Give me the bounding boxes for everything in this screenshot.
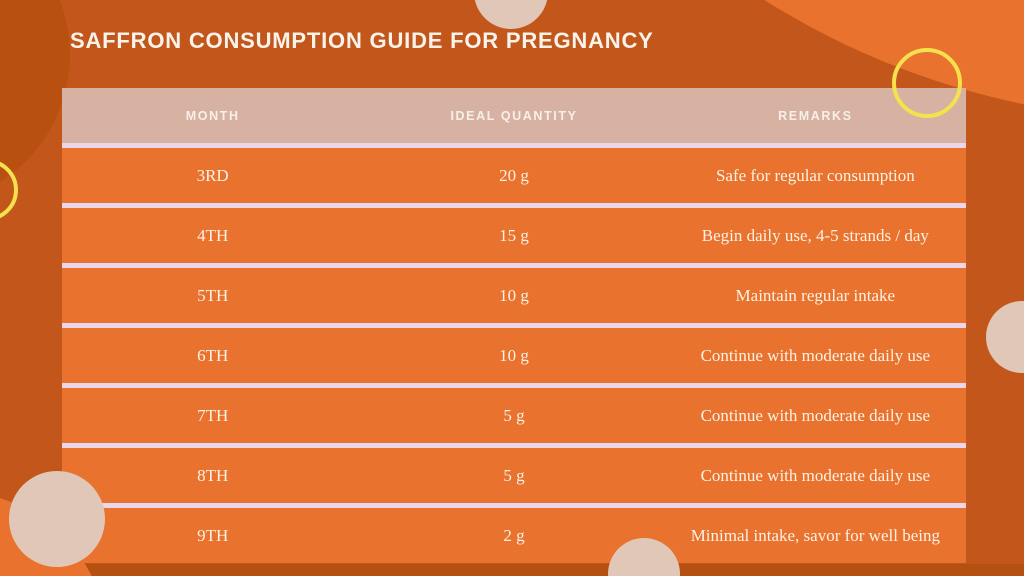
quantity-cell: 5 g: [503, 405, 525, 425]
remarks-cell: Begin daily use, 4-5 strands / day: [701, 225, 929, 245]
remarks-cell: Safe for regular consumption: [715, 165, 915, 185]
column-header-quantity: IDEAL QUANTITY: [450, 108, 578, 123]
table-row: 8TH 5 g Continue with moderate daily use: [62, 443, 966, 503]
table-row: 9TH 2 g Minimal intake, savor for well b…: [62, 503, 966, 563]
table-row: 6TH 10 g Continue with moderate daily us…: [62, 323, 966, 383]
dark-bottom-strip: [0, 564, 1024, 576]
quantity-cell: 10 g: [499, 285, 529, 305]
quantity-cell: 10 g: [499, 345, 529, 365]
table-body: 3RD 20 g Safe for regular consumption 4T…: [62, 143, 966, 563]
month-cell: 9TH: [197, 525, 229, 545]
yellow-ring-top-right: [892, 48, 962, 118]
table-row: 5TH 10 g Maintain regular intake: [62, 263, 966, 323]
beige-circle-top-center: [474, 0, 548, 29]
page-title: SAFFRON CONSUMPTION GUIDE FOR PREGNANCY: [70, 28, 654, 53]
beige-circle-right-edge: [986, 301, 1024, 373]
table-row: 3RD 20 g Safe for regular consumption: [62, 143, 966, 203]
quantity-cell: 15 g: [499, 225, 529, 245]
table-row: 7TH 5 g Continue with moderate daily use: [62, 383, 966, 443]
remarks-cell: Maintain regular intake: [735, 285, 896, 305]
quantity-cell: 20 g: [499, 165, 529, 185]
month-cell: 5TH: [197, 285, 229, 305]
month-cell: 7TH: [197, 405, 229, 425]
month-cell: 8TH: [197, 465, 229, 485]
table-header-row: MONTH IDEAL QUANTITY REMARKS: [62, 88, 966, 143]
consumption-table: MONTH IDEAL QUANTITY REMARKS 3RD 20 g Sa…: [62, 88, 966, 563]
remarks-cell: Continue with moderate daily use: [700, 405, 931, 425]
column-header-remarks: REMARKS: [778, 108, 853, 123]
remarks-cell: Continue with moderate daily use: [700, 345, 931, 365]
quantity-cell: 5 g: [503, 465, 525, 485]
remarks-cell: Continue with moderate daily use: [700, 465, 931, 485]
quantity-cell: 2 g: [503, 525, 525, 545]
month-cell: 4TH: [197, 225, 229, 245]
month-cell: 6TH: [197, 345, 229, 365]
beige-circle-bottom-left: [9, 471, 105, 567]
table-row: 4TH 15 g Begin daily use, 4-5 strands / …: [62, 203, 966, 263]
column-header-month: MONTH: [185, 108, 240, 123]
remarks-cell: Minimal intake, savor for well being: [690, 525, 940, 545]
month-cell: 3RD: [196, 165, 229, 185]
